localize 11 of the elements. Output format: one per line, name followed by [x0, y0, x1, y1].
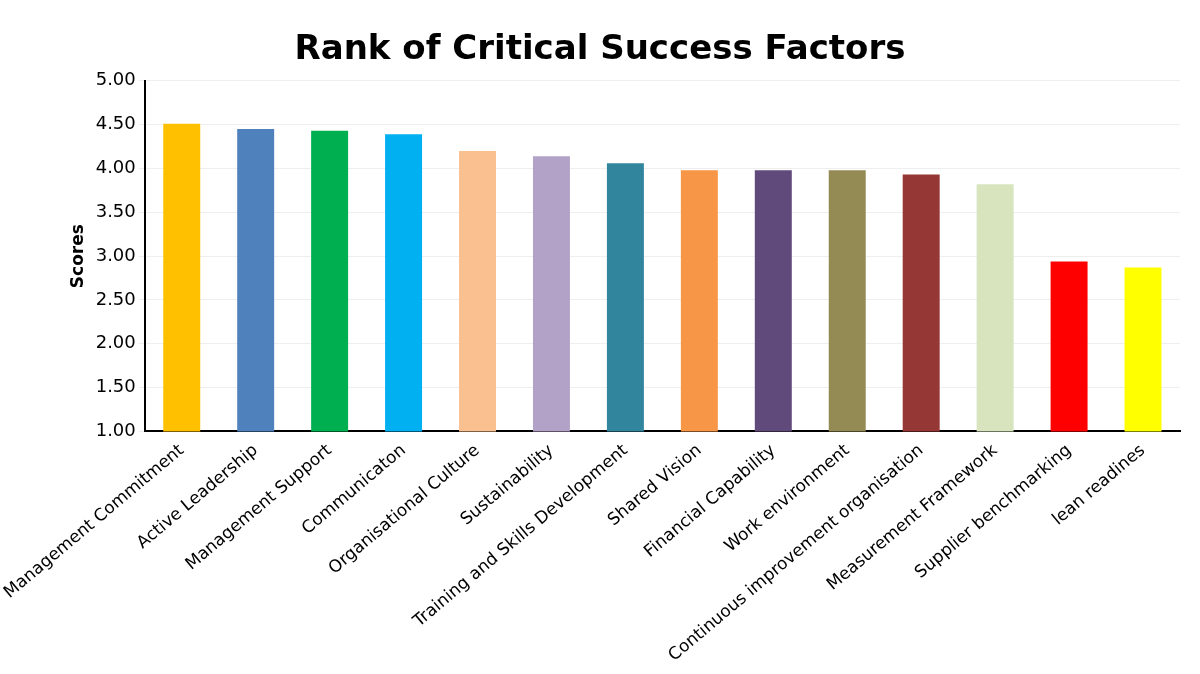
y-tick-label: 3.00 — [95, 243, 136, 265]
y-tick-label: 2.50 — [95, 287, 136, 309]
chart-title: Rank of Critical Success Factors — [294, 27, 906, 68]
y-tick-label: 3.50 — [95, 199, 136, 221]
y-tick-label: 4.00 — [95, 156, 136, 178]
y-tick-label: 2.00 — [95, 331, 136, 353]
y-tick-label: 4.50 — [95, 112, 136, 134]
y-axis-title: Scores — [66, 224, 87, 289]
y-tick-label: 1.00 — [95, 419, 136, 441]
y-tick-label: 1.50 — [95, 375, 136, 397]
y-tick-label: 5.00 — [95, 68, 136, 90]
